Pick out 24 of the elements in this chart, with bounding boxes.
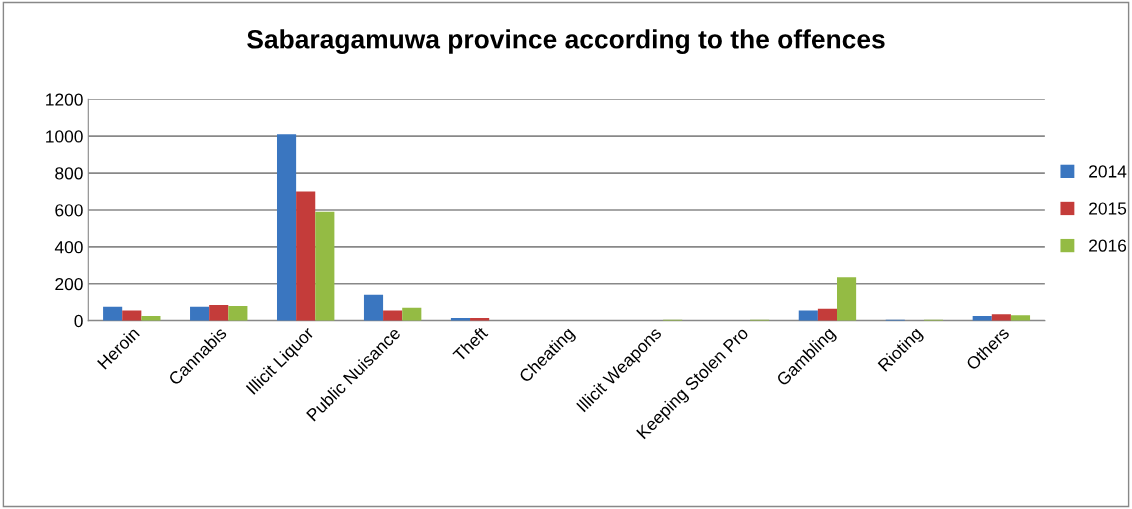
bar — [1010, 315, 1031, 321]
legend-label: 2014 — [1089, 165, 1127, 178]
bar — [837, 277, 857, 321]
legend-label: 2016 — [1089, 239, 1127, 252]
chart-title: Sabaragamuwa province according to the offences — [247, 29, 885, 54]
bar — [296, 191, 316, 321]
bar — [190, 306, 210, 321]
y-tick-label: 1000 — [46, 130, 83, 143]
bar — [402, 307, 422, 321]
y-tick-label: 200 — [55, 277, 83, 291]
bar — [209, 304, 229, 321]
bar — [228, 305, 248, 321]
bar — [315, 211, 335, 321]
y-tick-label: 800 — [55, 167, 83, 180]
y-tick-label: 600 — [55, 204, 83, 217]
bar — [277, 134, 297, 321]
y-tick-label: 0 — [74, 314, 83, 328]
y-tick-label: 400 — [54, 241, 83, 254]
y-tick-label: 1200 — [46, 93, 83, 106]
bar — [991, 314, 1011, 321]
bar — [817, 308, 838, 321]
legend-label: 2015 — [1089, 202, 1127, 215]
bar — [103, 306, 123, 321]
bar — [363, 294, 384, 321]
